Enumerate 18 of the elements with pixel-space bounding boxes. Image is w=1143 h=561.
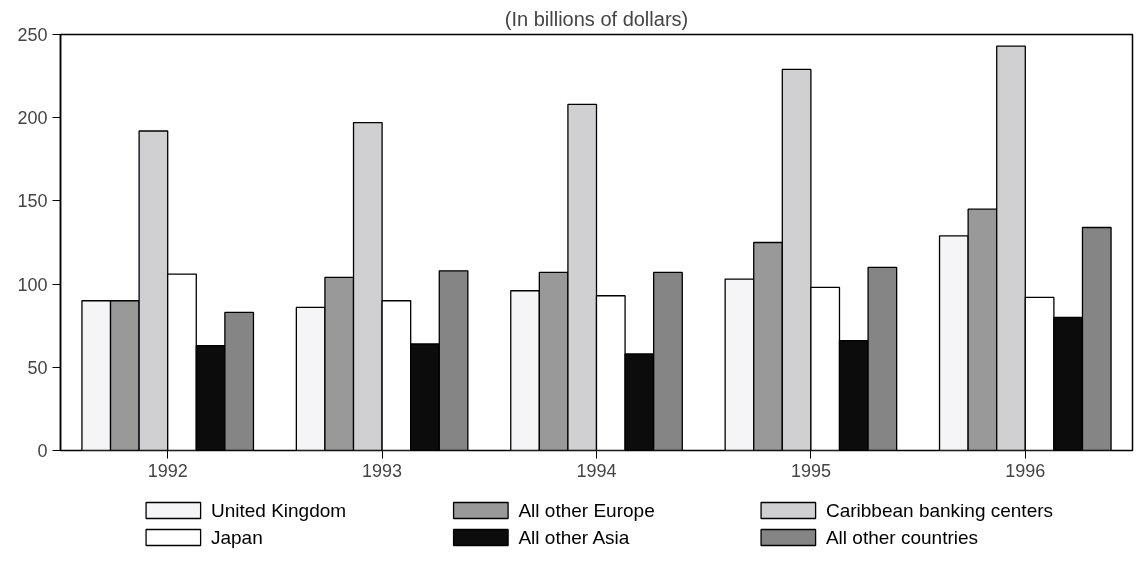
legend-label: Japan (210, 527, 263, 548)
y-tick-label: 250 (17, 25, 48, 45)
chart-title: (In billions of dollars) (504, 7, 689, 30)
y-tick-label: 150 (17, 191, 48, 212)
y-tick-label: 0 (37, 441, 48, 461)
y-tick-label: 50 (27, 357, 48, 378)
x-tick-label: 1992 (147, 460, 188, 481)
x-tick-label: 1995 (790, 460, 831, 481)
x-tick-label: 1993 (362, 460, 403, 481)
legend-label: All other countries (825, 527, 979, 548)
x-tick-label: 1996 (1005, 460, 1046, 481)
legend-label: United Kingdom (210, 500, 347, 521)
legend-label: All other Asia (518, 527, 630, 548)
legend-label: All other Europe (518, 500, 655, 521)
y-tick-label: 200 (17, 108, 48, 129)
x-tick-label: 1994 (576, 460, 617, 481)
legend-label: Caribbean banking centers (825, 500, 1054, 521)
y-tick-label: 100 (17, 274, 48, 295)
